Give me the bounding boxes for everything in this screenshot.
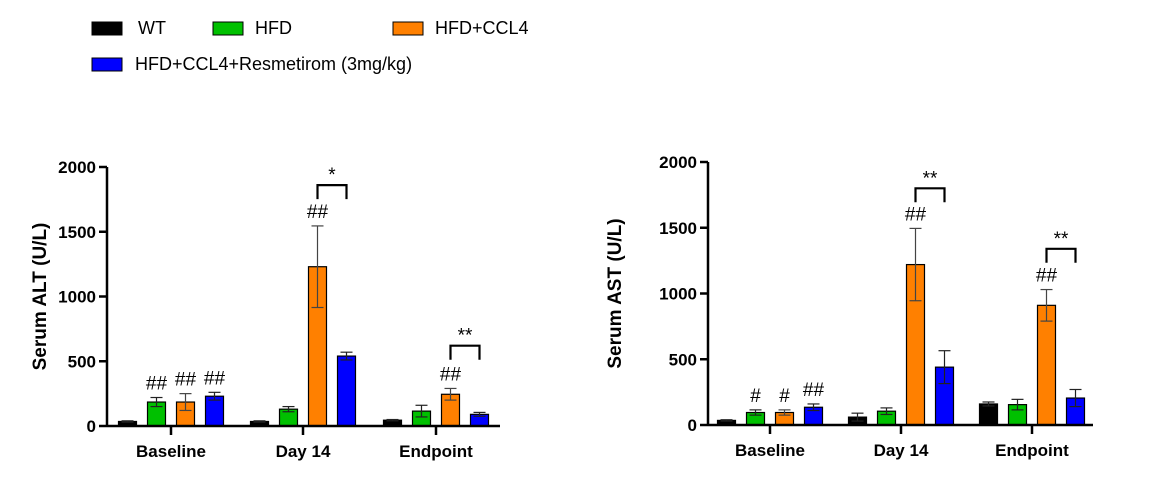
comparison-significance: *: [328, 165, 336, 186]
y-tick-label: 2000: [58, 158, 96, 177]
legend-label: WT: [138, 18, 166, 38]
y-tick-label: 2000: [659, 153, 697, 172]
y-tick-label: 500: [669, 350, 697, 369]
significance-marker: ##: [1036, 266, 1058, 287]
comparison-significance: **: [1054, 229, 1069, 250]
comparison-significance: **: [923, 168, 938, 189]
significance-marker: #: [750, 386, 761, 407]
significance-marker: ##: [803, 380, 825, 401]
legend-swatch: [212, 21, 244, 36]
bar: [978, 403, 999, 426]
y-tick-label: 1500: [659, 219, 697, 238]
significance-marker: ##: [905, 204, 927, 225]
comparison-bracket: [1045, 247, 1077, 263]
x-tick-label: Endpoint: [399, 442, 473, 461]
y-tick-label: 0: [87, 417, 96, 436]
comparison-bracket: [449, 344, 481, 360]
ast-chart: 0 500 1000 1500 2000 Baseline Day 14 Endpoint Se…: [605, 153, 1093, 460]
significance-marker: ##: [440, 364, 462, 385]
legend-label: HFD: [255, 18, 292, 38]
legend-swatch: [392, 21, 424, 36]
significance-marker: ##: [204, 368, 226, 389]
significance-marker: ##: [175, 370, 197, 391]
legend-swatch: [91, 57, 123, 72]
x-tick-label: Endpoint: [995, 441, 1069, 460]
alt-chart: 0 500 1000 1500 2000 Baseline Day 14 Endpoint Se…: [30, 158, 500, 461]
bar: [336, 355, 357, 427]
y-tick-label: 1500: [58, 223, 96, 242]
significance-marker: ##: [146, 374, 168, 395]
comparison-significance: **: [458, 326, 473, 347]
x-tick-label: Baseline: [735, 441, 805, 460]
x-tick-label: Baseline: [136, 442, 206, 461]
bar: [1036, 304, 1057, 426]
x-tick-label: Day 14: [874, 441, 929, 460]
x-tick-label: Day 14: [276, 442, 331, 461]
legend: WT HFD HFD+CCL4 HFD+CCL4+Resmetirom (3mg/kg…: [91, 18, 529, 74]
significance-marker: #: [779, 386, 790, 407]
significance-marker: ##: [307, 202, 329, 223]
y-tick-label: 0: [688, 416, 697, 435]
y-axis-label: Serum AST (U/L): [605, 218, 626, 368]
legend-label: HFD+CCL4+Resmetirom (3mg/kg): [135, 54, 412, 74]
y-tick-label: 1000: [58, 288, 96, 307]
legend-swatch: [91, 21, 123, 36]
y-axis-label: Serum ALT (U/L): [30, 223, 51, 371]
y-tick-label: 500: [68, 352, 96, 371]
comparison-bracket: [914, 187, 946, 203]
legend-label: HFD+CCL4: [435, 18, 529, 38]
comparison-bracket: [316, 184, 348, 200]
y-tick-label: 1000: [659, 285, 697, 304]
